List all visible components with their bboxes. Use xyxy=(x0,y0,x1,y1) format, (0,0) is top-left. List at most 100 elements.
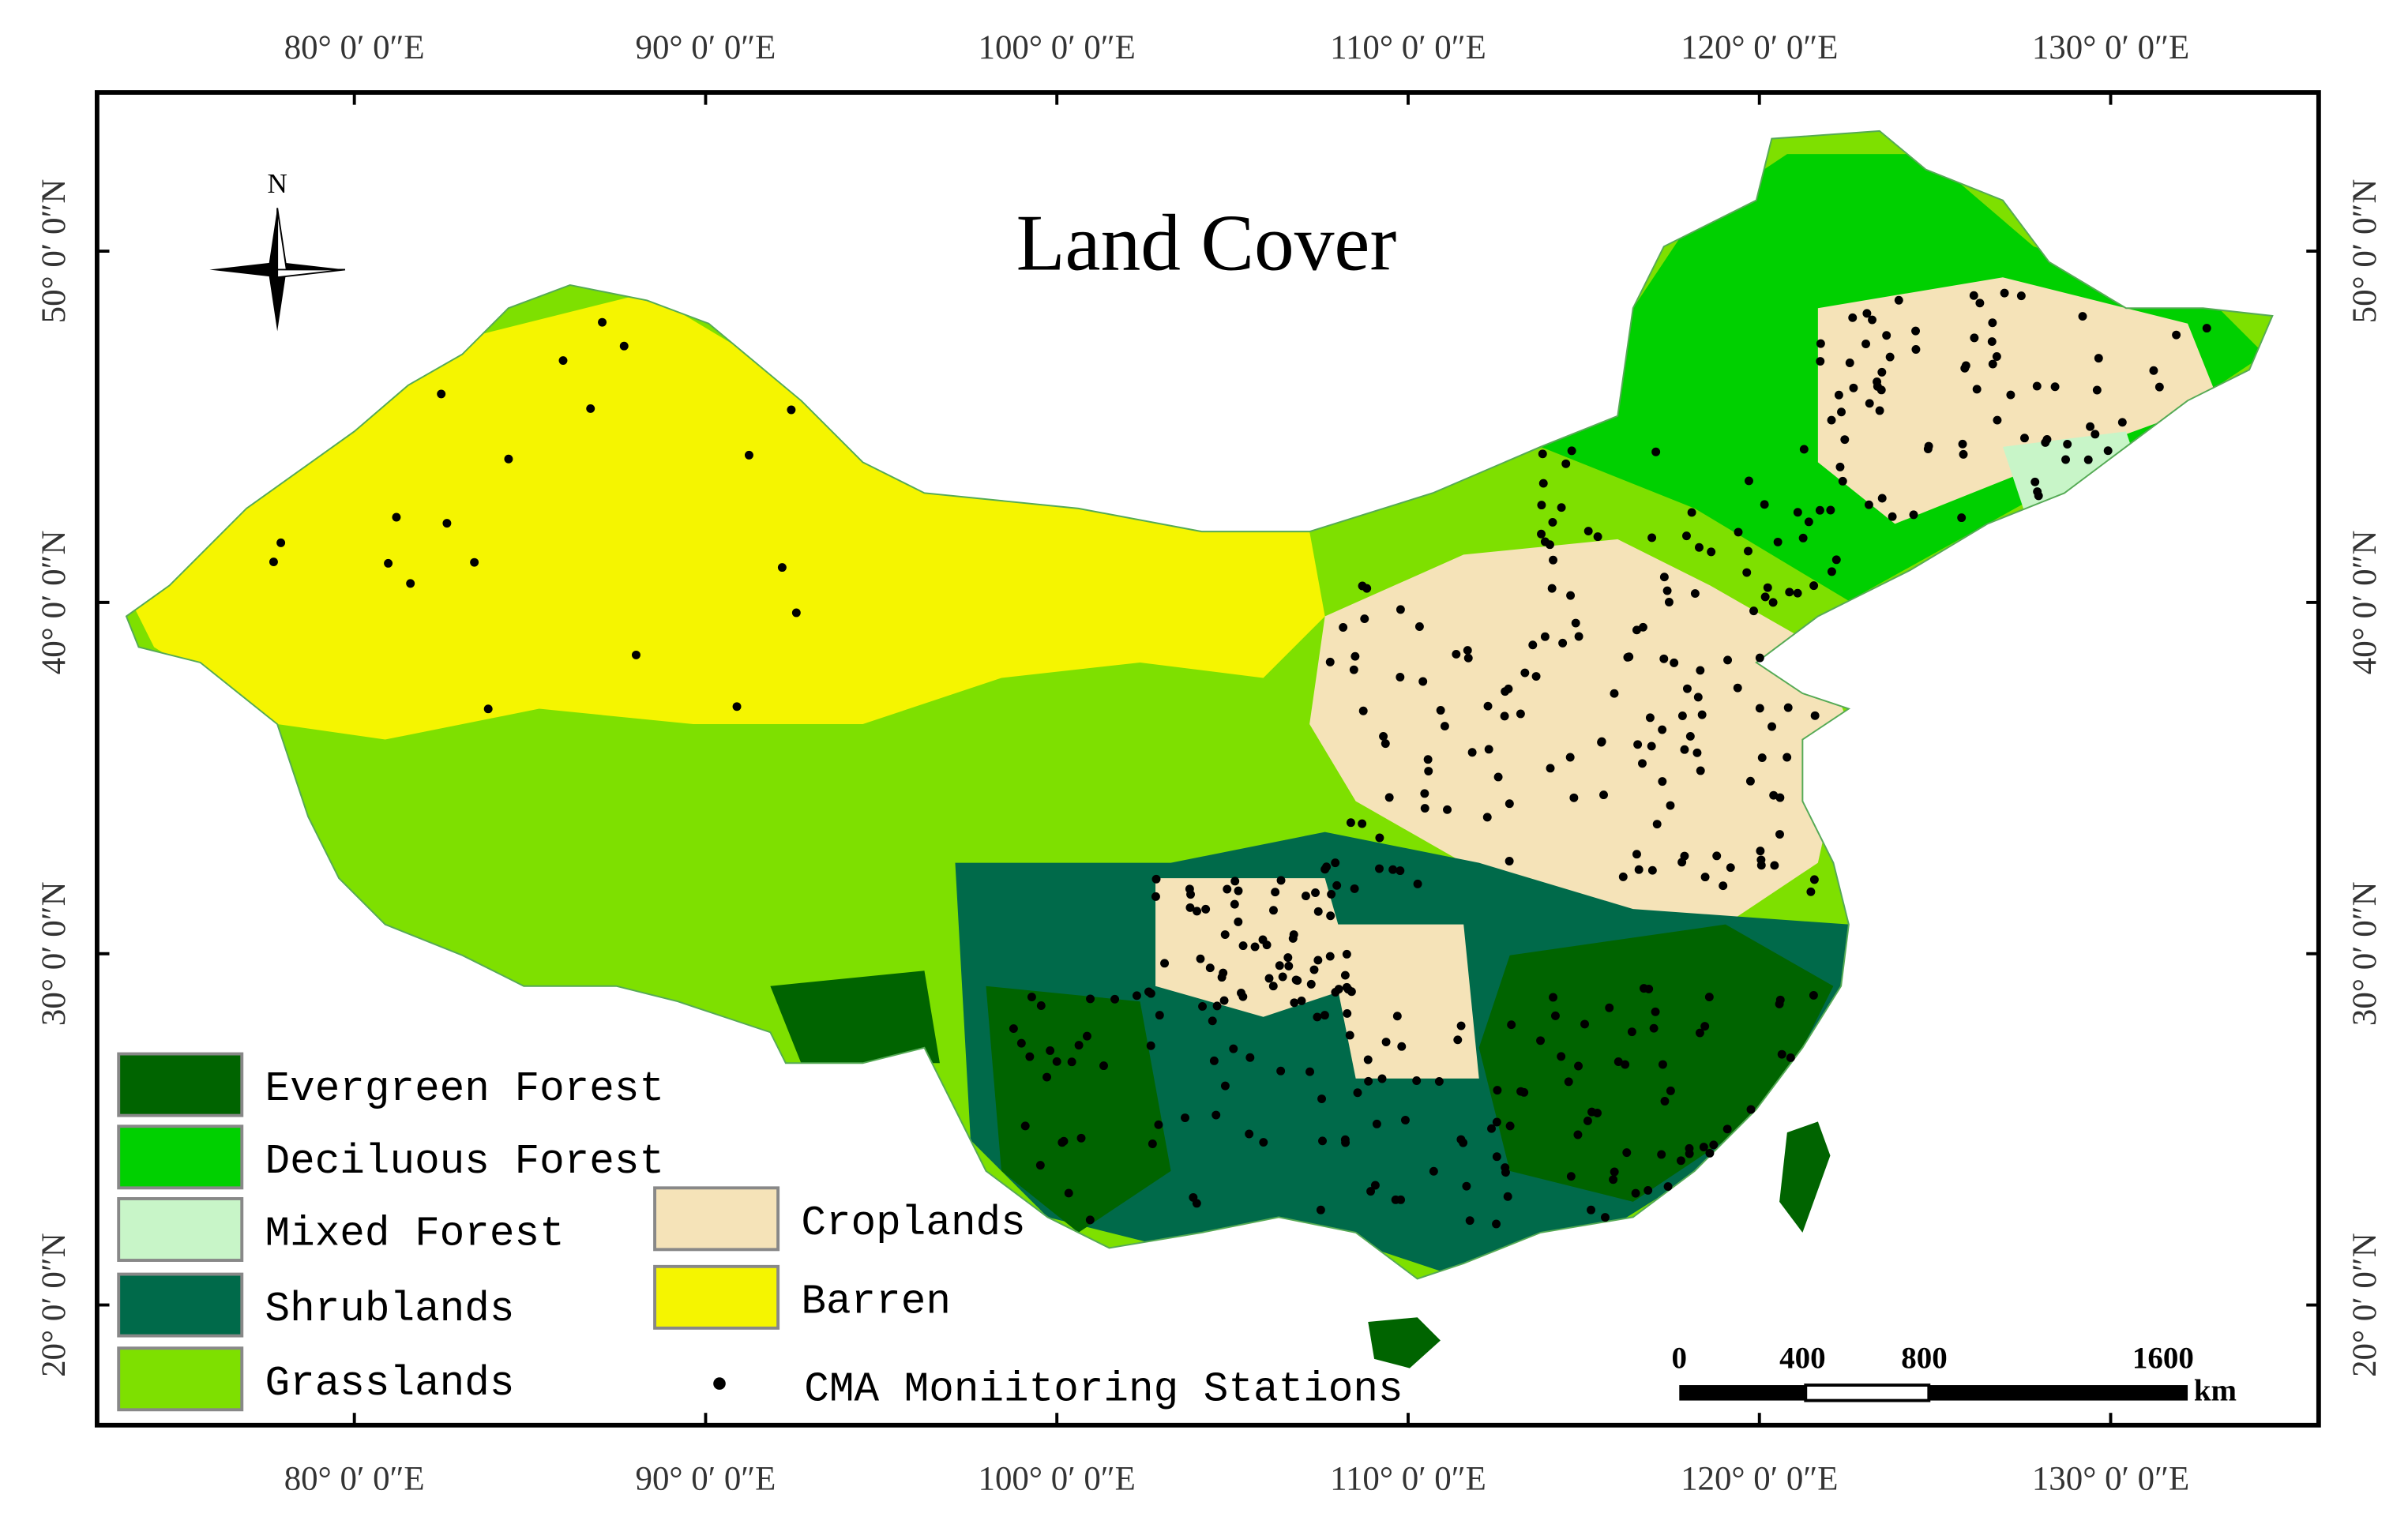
station xyxy=(1712,851,1722,861)
station xyxy=(1755,704,1764,713)
station xyxy=(1756,861,1766,870)
station xyxy=(1317,1094,1326,1104)
station xyxy=(1834,390,1843,400)
station xyxy=(1192,1199,1201,1208)
legend-label: Croplands xyxy=(801,1200,1025,1247)
station xyxy=(1264,974,1274,983)
station xyxy=(1707,547,1716,557)
station xyxy=(1756,847,1765,856)
station xyxy=(1546,764,1555,773)
station xyxy=(1969,291,1978,300)
legend-swatch xyxy=(117,1052,244,1117)
station xyxy=(2117,418,2127,427)
station xyxy=(1505,799,1514,809)
station xyxy=(1638,622,1647,632)
station xyxy=(1809,990,1818,1000)
station xyxy=(1503,1192,1512,1201)
lat-label-right: 20° 0′ 0″N xyxy=(2346,1233,2384,1377)
station xyxy=(1873,381,1882,391)
station xyxy=(2083,455,2093,464)
station xyxy=(1379,731,1388,741)
station xyxy=(2042,434,2052,444)
station xyxy=(1660,1097,1670,1106)
station xyxy=(1960,363,1970,373)
station xyxy=(1647,741,1656,751)
station xyxy=(1284,961,1294,970)
station xyxy=(1208,1016,1217,1026)
station xyxy=(442,519,452,528)
station xyxy=(1209,1056,1219,1065)
station xyxy=(1816,339,1825,348)
station xyxy=(1276,1066,1286,1076)
station xyxy=(1363,1055,1373,1064)
station xyxy=(1110,994,1120,1004)
station xyxy=(1777,1049,1786,1059)
north-label: N xyxy=(267,168,287,199)
station xyxy=(1462,1181,1471,1191)
station xyxy=(1666,1086,1675,1095)
station xyxy=(1085,1215,1095,1225)
lat-label-right: 30° 0′ 0″N xyxy=(2346,881,2384,1026)
stations-label: CMA Moniitoring Stations xyxy=(804,1366,1403,1414)
station xyxy=(1593,532,1602,542)
station xyxy=(1046,1046,1055,1055)
station xyxy=(1565,753,1575,762)
station xyxy=(1644,1185,1653,1195)
station xyxy=(1540,632,1550,641)
station xyxy=(1250,942,1260,952)
station xyxy=(1638,759,1647,768)
station xyxy=(1144,987,1153,997)
station xyxy=(1848,313,1858,322)
lat-label-left: 40° 0′ 0″N xyxy=(36,531,73,675)
station xyxy=(1621,1060,1630,1069)
legend-swatch xyxy=(653,1264,780,1330)
station xyxy=(1212,1001,1222,1011)
station xyxy=(1677,858,1687,867)
legend-swatch xyxy=(117,1124,244,1190)
station xyxy=(1342,949,1351,959)
station xyxy=(1583,527,1593,536)
station xyxy=(1316,1205,1325,1215)
station xyxy=(1538,449,1547,459)
station xyxy=(1436,706,1445,715)
station xyxy=(1958,439,1967,449)
station xyxy=(1775,999,1784,1008)
station xyxy=(1610,1167,1619,1177)
station xyxy=(1685,731,1695,741)
station xyxy=(1625,652,1634,662)
station xyxy=(1785,588,1794,597)
station xyxy=(2030,477,2040,486)
station xyxy=(1911,326,1921,336)
stations xyxy=(269,288,2211,1229)
station xyxy=(1155,1011,1164,1020)
station xyxy=(1366,1187,1376,1196)
station xyxy=(2019,434,2029,443)
station xyxy=(1413,879,1422,888)
station xyxy=(1331,988,1340,997)
station xyxy=(787,405,796,415)
station xyxy=(1868,315,1876,325)
station xyxy=(1492,1219,1501,1229)
station xyxy=(1659,573,1669,582)
station xyxy=(1597,737,1606,746)
station xyxy=(1309,965,1319,974)
station xyxy=(1757,753,1767,763)
station xyxy=(1695,1028,1704,1038)
station xyxy=(1536,1036,1546,1046)
station xyxy=(1245,1129,1254,1139)
station xyxy=(1696,666,1705,675)
legend-swatch xyxy=(653,1186,780,1252)
station xyxy=(1734,527,1743,537)
scale-label: 800 xyxy=(1901,1342,1947,1376)
station xyxy=(1783,753,1792,762)
station xyxy=(1709,1140,1719,1150)
station xyxy=(1358,706,1368,715)
station xyxy=(1583,1116,1592,1125)
evergreen-area xyxy=(770,924,1834,1233)
lon-label-top: 100° 0′ 0″E xyxy=(979,29,1136,66)
station xyxy=(1076,1133,1086,1143)
station xyxy=(1074,1041,1084,1050)
legend-label: Barren xyxy=(801,1278,951,1325)
station xyxy=(744,450,753,460)
